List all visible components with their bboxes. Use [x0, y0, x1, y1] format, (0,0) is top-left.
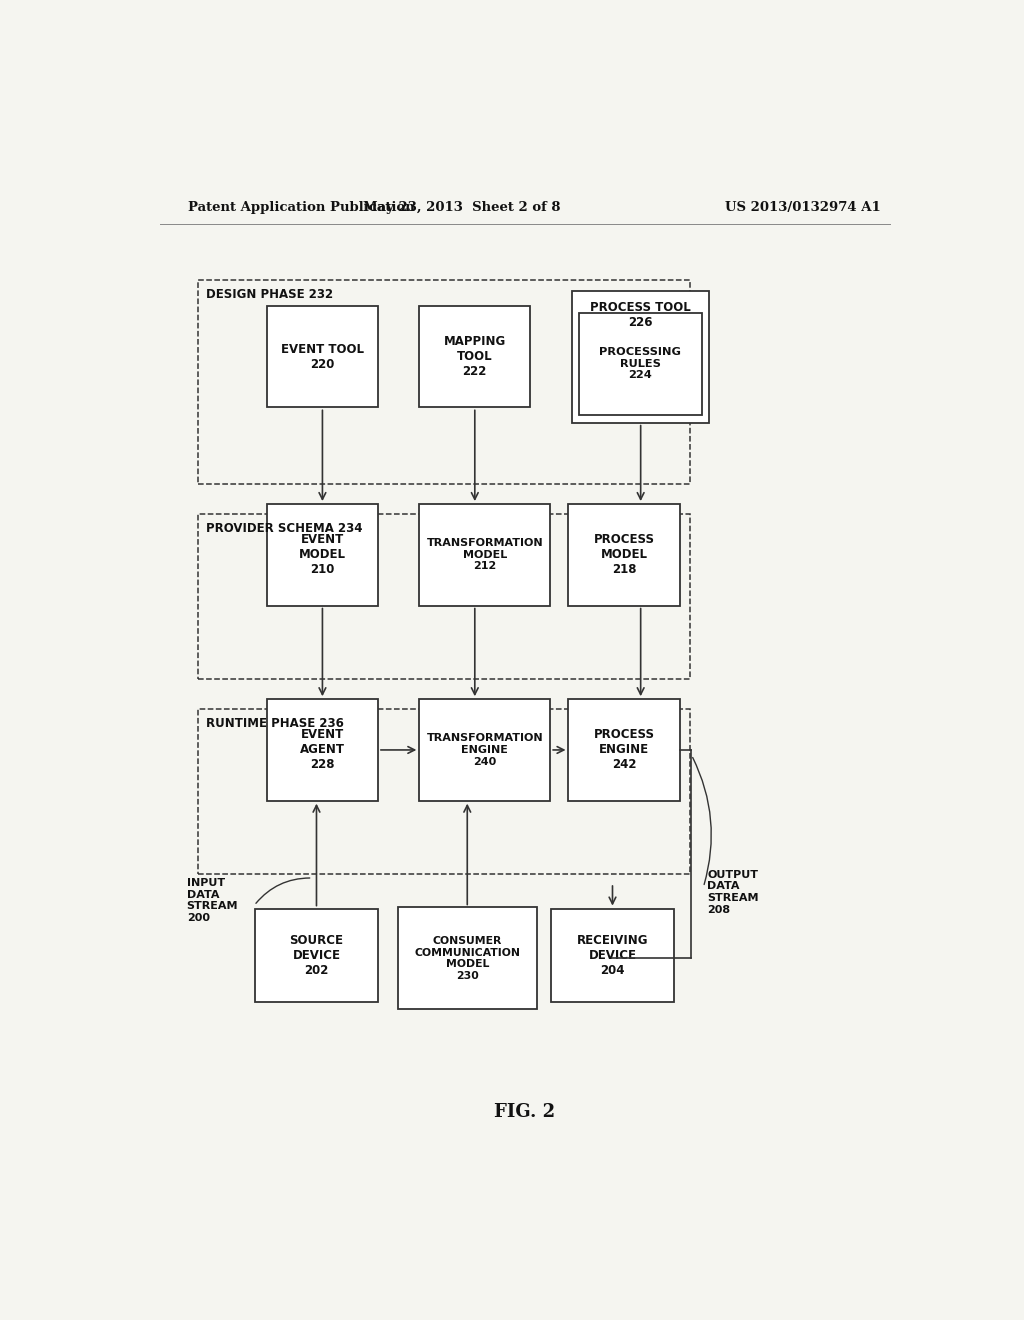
- Text: MAPPING
TOOL
222: MAPPING TOOL 222: [443, 335, 506, 378]
- Text: Patent Application Publication: Patent Application Publication: [187, 201, 415, 214]
- Bar: [267, 306, 378, 408]
- Text: EVENT
MODEL
210: EVENT MODEL 210: [299, 533, 346, 577]
- Bar: [267, 504, 378, 606]
- Text: DESIGN PHASE 232: DESIGN PHASE 232: [206, 289, 333, 301]
- Text: US 2013/0132974 A1: US 2013/0132974 A1: [725, 201, 881, 214]
- Bar: [198, 515, 690, 678]
- Bar: [397, 907, 537, 1008]
- Text: May 23, 2013  Sheet 2 of 8: May 23, 2013 Sheet 2 of 8: [362, 201, 560, 214]
- Bar: [568, 504, 680, 606]
- Bar: [419, 700, 550, 801]
- Bar: [198, 709, 690, 874]
- Text: RUNTIME PHASE 236: RUNTIME PHASE 236: [206, 718, 344, 730]
- Bar: [568, 700, 680, 801]
- Text: PROCESS
ENGINE
242: PROCESS ENGINE 242: [594, 729, 654, 771]
- Text: PROCESSING
RULES
224: PROCESSING RULES 224: [599, 347, 681, 380]
- Text: TRANSFORMATION
MODEL
212: TRANSFORMATION MODEL 212: [426, 539, 543, 572]
- Bar: [572, 290, 709, 422]
- Text: TRANSFORMATION
ENGINE
240: TRANSFORMATION ENGINE 240: [426, 734, 543, 767]
- Text: PROCESS
MODEL
218: PROCESS MODEL 218: [594, 533, 654, 577]
- Bar: [419, 306, 530, 408]
- Bar: [255, 908, 378, 1002]
- Text: FIG. 2: FIG. 2: [495, 1102, 555, 1121]
- Text: PROVIDER SCHEMA 234: PROVIDER SCHEMA 234: [206, 523, 362, 536]
- Bar: [198, 280, 690, 483]
- Text: RECEIVING
DEVICE
204: RECEIVING DEVICE 204: [577, 933, 648, 977]
- Bar: [551, 908, 674, 1002]
- Text: EVENT
AGENT
228: EVENT AGENT 228: [300, 729, 345, 771]
- Text: SOURCE
DEVICE
202: SOURCE DEVICE 202: [290, 933, 343, 977]
- Bar: [419, 504, 550, 606]
- Text: EVENT TOOL
220: EVENT TOOL 220: [281, 343, 364, 371]
- Text: OUTPUT
DATA
STREAM
208: OUTPUT DATA STREAM 208: [708, 870, 759, 915]
- Text: CONSUMER
COMMUNICATION
MODEL
230: CONSUMER COMMUNICATION MODEL 230: [415, 936, 520, 981]
- Bar: [579, 313, 701, 414]
- Text: PROCESS TOOL
226: PROCESS TOOL 226: [590, 301, 691, 329]
- Bar: [267, 700, 378, 801]
- Text: INPUT
DATA
STREAM
200: INPUT DATA STREAM 200: [186, 878, 239, 923]
